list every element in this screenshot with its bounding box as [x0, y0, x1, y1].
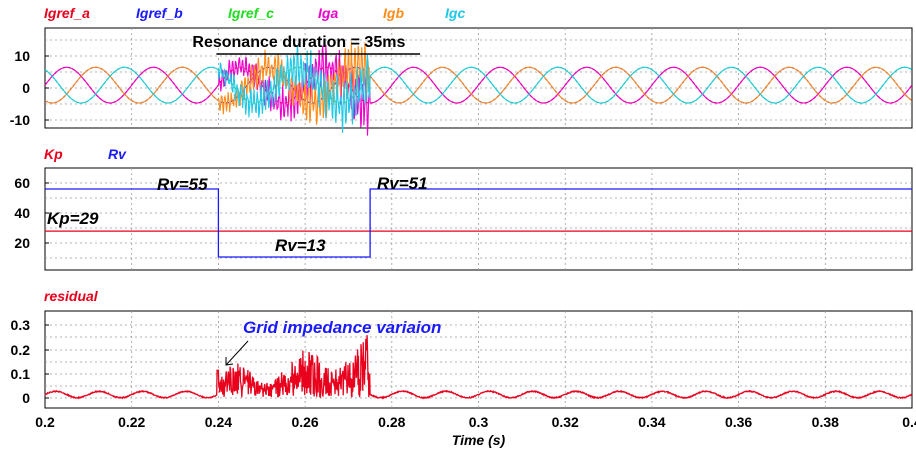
legend-rv: Rv [108, 146, 127, 162]
legend-gains: Kp Rv [44, 146, 127, 162]
y-tick-label: 0.1 [11, 366, 31, 382]
x-tick-label: 0.34 [638, 414, 665, 430]
legend-igref-b: Igref_b [136, 5, 183, 21]
y-tick-label: 0.3 [11, 317, 31, 333]
x-tick-label: 0.22 [118, 414, 145, 430]
line-rv [45, 188, 912, 258]
panel-gains: Kp Rv 60 40 20 Rv=55 Kp=29 Rv=13 Rv=51 [14, 146, 913, 271]
x-tick-label: 0.36 [725, 414, 752, 430]
grid-impedance-annotation: Grid impedance variaion [243, 318, 441, 337]
legend-igref-a: Igref_a [44, 5, 90, 21]
gain-annotation: Rv=13 [275, 236, 326, 255]
y-ticks-residual: 0.3 0.2 0.1 0 [11, 317, 49, 406]
annotation-arrow [225, 340, 249, 366]
line-residual [44, 335, 912, 400]
grid-currents [45, 28, 912, 128]
y-tick-label: 0 [22, 390, 30, 406]
panel-residual: residual 0.3 0.2 0.1 0 Grid impedance varia… [11, 288, 916, 448]
y-tick-label: 0.2 [11, 342, 31, 358]
series-lines-currents [44, 41, 913, 136]
x-ticks: 0.2 0.22 0.24 0.26 0.28 0.3 0.32 0.34 0.36 0.38 0.… [35, 414, 916, 430]
gain-annotations: Rv=55 Kp=29 Rv=13 Rv=51 [47, 174, 428, 255]
line-igc [44, 44, 913, 134]
series-lines-residual [44, 335, 912, 400]
grid-residual [45, 311, 912, 408]
legend-residual: residual [44, 288, 99, 304]
y-tick-label: 40 [14, 205, 30, 221]
y-tick-label: 20 [14, 235, 30, 251]
legend-residual: residual [44, 288, 99, 304]
x-tick-label: 0.4 [902, 414, 916, 430]
x-tick-label: 0.28 [378, 414, 405, 430]
y-tick-label: -10 [10, 112, 30, 128]
line-iga [44, 44, 913, 136]
x-tick-label: 0.2 [35, 414, 55, 430]
x-tick-label: 0.38 [812, 414, 839, 430]
legend-igc: Igc [445, 5, 465, 21]
panel-currents: Igref_a Igref_b Igref_c Iga Igb Igc 10 0 -10 Re… [10, 5, 913, 136]
legend-iga: Iga [318, 5, 338, 21]
y-tick-label: 60 [14, 175, 30, 191]
legend-currents: Igref_a Igref_b Igref_c Iga Igb Igc [44, 5, 465, 21]
y-ticks-gains: 60 40 20 [14, 175, 49, 251]
legend-kp: Kp [44, 146, 63, 162]
series-lines-gains [45, 188, 912, 258]
annotation-arrowhead [225, 357, 234, 366]
line-igb [44, 41, 913, 125]
gain-annotation: Kp=29 [47, 209, 99, 228]
x-tick-label: 0.26 [291, 414, 318, 430]
x-tick-label: 0.32 [552, 414, 579, 430]
x-tick-label: 0.3 [469, 414, 489, 430]
legend-igref-c: Igref_c [228, 5, 274, 21]
plot-frame-residual [44, 310, 913, 409]
y-tick-label: 10 [14, 48, 30, 64]
gain-annotation: Rv=55 [157, 175, 208, 194]
legend-igb: Igb [383, 5, 404, 21]
y-ticks-currents: 10 0 -10 [10, 48, 49, 128]
gain-annotation: Rv=51 [377, 174, 428, 193]
x-tick-label: 0.24 [205, 414, 232, 430]
resonance-annotation: Resonance duration = 35ms [192, 34, 405, 51]
y-tick-label: 0 [22, 80, 30, 96]
x-axis-label: Time (s) [452, 432, 506, 448]
